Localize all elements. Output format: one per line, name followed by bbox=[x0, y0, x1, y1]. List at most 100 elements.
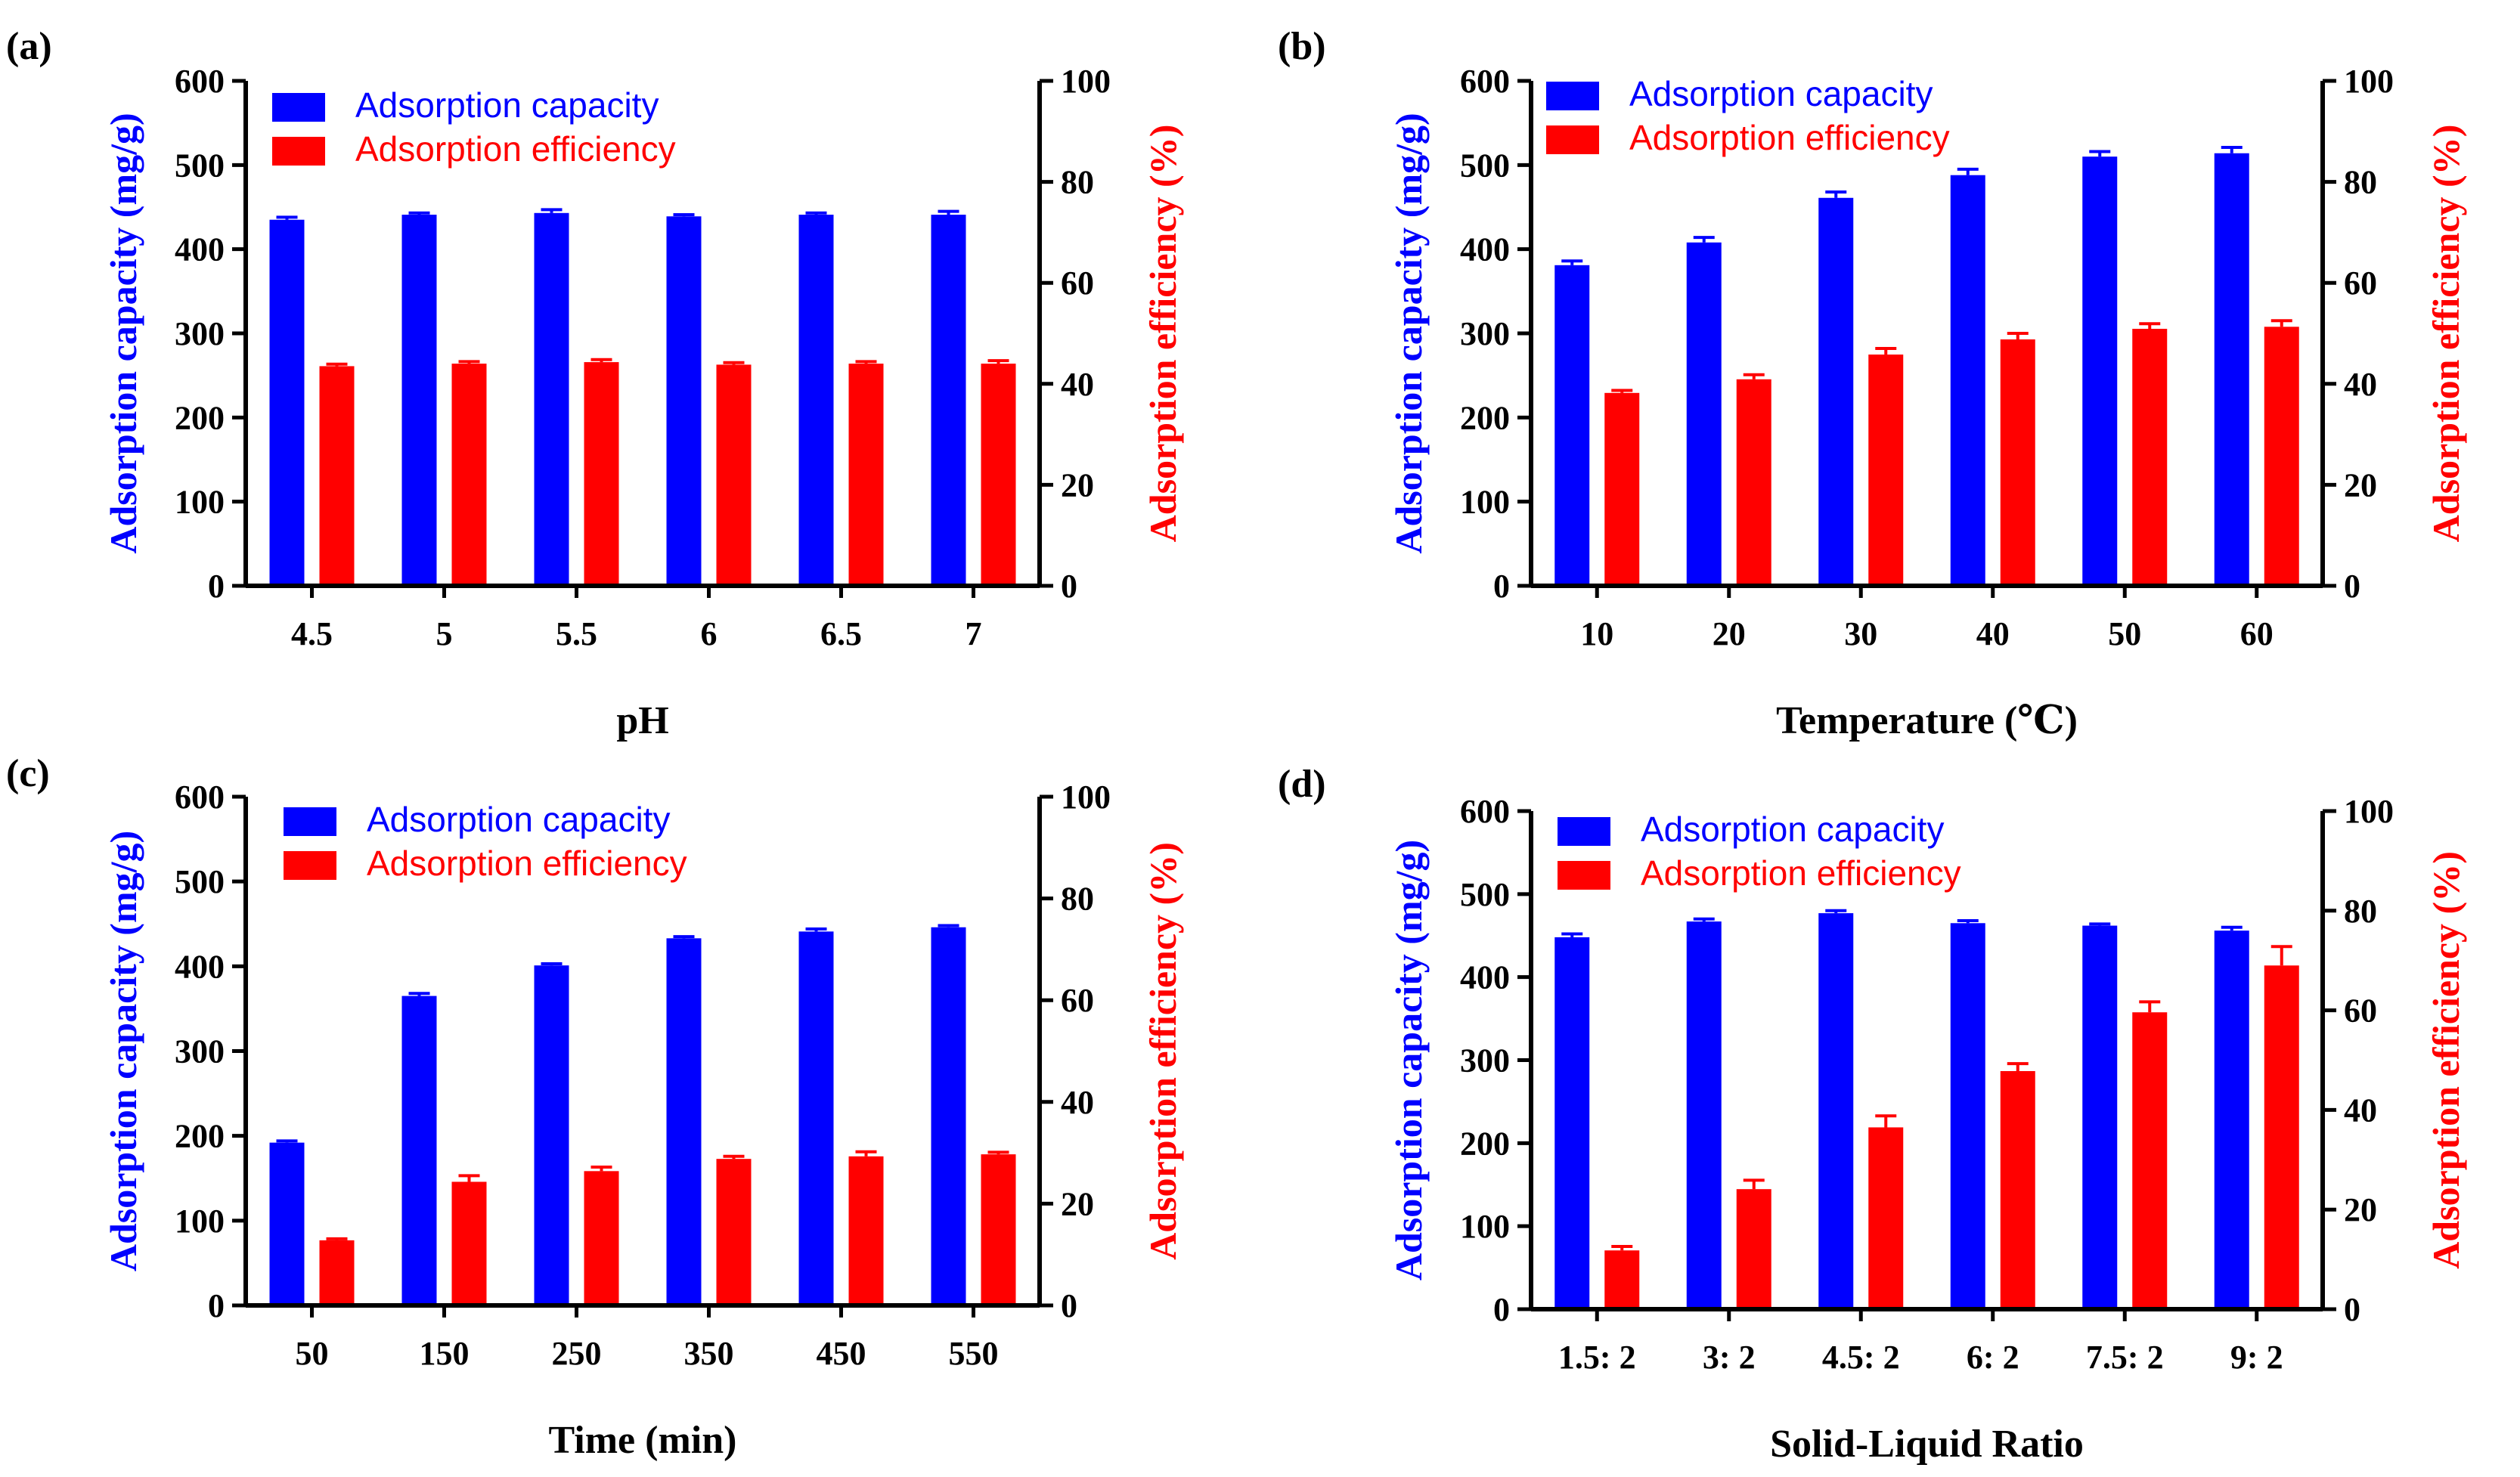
y-left-tick-label-2: 100 bbox=[175, 1203, 225, 1240]
x-axis-title: Temperature (℃) bbox=[1776, 699, 2078, 742]
y-right-tick-label-2: 20 bbox=[2344, 1191, 2377, 1228]
y-right-tick-label-6: 100 bbox=[1061, 779, 1111, 816]
legend-swatch-1 bbox=[1546, 82, 1599, 110]
bar-capacity-6 bbox=[931, 927, 966, 1305]
y-left-tick-label-7: 600 bbox=[1460, 793, 1510, 830]
x-tick-label-3: 5.5 bbox=[556, 615, 597, 652]
y-left-tick-label-4: 300 bbox=[1460, 315, 1510, 352]
y-left-tick-label-4: 300 bbox=[175, 315, 225, 352]
y-right-tick-label-3: 40 bbox=[2344, 1091, 2377, 1129]
legend-label-1: Adsorption capacity bbox=[367, 800, 670, 839]
y-left-tick-label-6: 500 bbox=[1460, 147, 1510, 184]
bar-capacity-6 bbox=[2214, 930, 2249, 1309]
y-right-tick-label-1: 0 bbox=[1061, 1287, 1077, 1324]
y-left-tick-label-7: 600 bbox=[175, 779, 225, 816]
y-right-tick-label-1: 0 bbox=[2344, 568, 2360, 605]
x-tick-label-6: 550 bbox=[949, 1335, 999, 1372]
bar-efficiency-4 bbox=[2000, 339, 2035, 586]
bar-efficiency-6 bbox=[981, 1154, 1016, 1305]
y-left-tick-label-2: 100 bbox=[1460, 484, 1510, 521]
legend-label-1: Adsorption capacity bbox=[1641, 810, 1944, 849]
y-right-tick-label-3: 40 bbox=[2344, 366, 2377, 403]
bar-efficiency-2 bbox=[1736, 1189, 1771, 1309]
y-right-tick-label-6: 100 bbox=[1061, 63, 1111, 100]
y-right-axis-title: Adsorption efficiency (%) bbox=[2425, 851, 2467, 1269]
bar-efficiency-3 bbox=[1868, 355, 1904, 586]
x-tick-label-5: 7.5: 2 bbox=[2086, 1339, 2164, 1376]
y-left-tick-label-4: 300 bbox=[175, 1033, 225, 1070]
y-left-tick-label-3: 200 bbox=[1460, 1125, 1510, 1162]
legend-label-1: Adsorption capacity bbox=[355, 85, 659, 125]
x-tick-label-2: 20 bbox=[1713, 615, 1746, 652]
y-left-tick-label-3: 200 bbox=[1460, 399, 1510, 436]
legend-label-2: Adsorption efficiency bbox=[1641, 853, 1961, 893]
bar-capacity-5 bbox=[798, 215, 834, 586]
x-tick-label-3: 4.5: 2 bbox=[1822, 1339, 1900, 1376]
bar-efficiency-2 bbox=[451, 364, 487, 586]
x-axis-title: Time (min) bbox=[549, 1419, 737, 1462]
bar-efficiency-6 bbox=[981, 364, 1016, 586]
legend-swatch-1 bbox=[1558, 817, 1610, 846]
chart-panel-4: (d)1.5: 2 3: 2 4.5: 2 6: 2 7.5: 2 9: 20100200… bbox=[1278, 763, 2467, 1466]
x-tick-label-4: 350 bbox=[684, 1335, 734, 1372]
panel-label: (b) bbox=[1278, 25, 1326, 68]
y-left-tick-label-6: 500 bbox=[1460, 876, 1510, 913]
y-left-tick-label-5: 400 bbox=[1460, 959, 1510, 996]
y-left-tick-label-3: 200 bbox=[175, 1118, 225, 1155]
x-tick-label-2: 150 bbox=[420, 1335, 470, 1372]
bar-capacity-2 bbox=[401, 996, 437, 1305]
legend-swatch-2 bbox=[272, 137, 325, 166]
legend-swatch-2 bbox=[1546, 125, 1599, 154]
x-tick-label-4: 6 bbox=[701, 615, 718, 652]
y-left-axis-title: Adsorption capacity (mg/g) bbox=[1387, 840, 1430, 1280]
panel-label: (c) bbox=[6, 752, 50, 795]
bar-efficiency-5 bbox=[848, 1156, 884, 1305]
y-right-tick-label-3: 40 bbox=[1061, 1084, 1094, 1121]
legend-swatch-1 bbox=[272, 93, 325, 122]
y-left-tick-label-4: 300 bbox=[1460, 1042, 1510, 1079]
x-tick-label-5: 50 bbox=[2108, 615, 2141, 652]
y-right-axis-title: Adsorption efficiency (%) bbox=[2425, 125, 2467, 543]
bar-capacity-6 bbox=[931, 215, 966, 586]
x-tick-label-4: 40 bbox=[1976, 615, 2010, 652]
bar-capacity-4 bbox=[666, 938, 702, 1305]
panel-label: (d) bbox=[1278, 763, 1326, 806]
x-tick-label-5: 6.5 bbox=[820, 615, 862, 652]
bar-efficiency-1 bbox=[319, 1240, 355, 1305]
bar-capacity-6 bbox=[2214, 153, 2249, 586]
bar-capacity-3 bbox=[1818, 913, 1854, 1309]
bar-efficiency-2 bbox=[1736, 379, 1771, 586]
x-tick-label-1: 10 bbox=[1580, 615, 1613, 652]
bar-efficiency-4 bbox=[716, 364, 752, 586]
y-right-tick-label-3: 40 bbox=[1061, 366, 1094, 403]
x-tick-label-6: 9: 2 bbox=[2230, 1339, 2283, 1376]
y-left-tick-label-7: 600 bbox=[1460, 63, 1510, 100]
bar-efficiency-4 bbox=[716, 1159, 752, 1305]
x-tick-label-4: 6: 2 bbox=[1967, 1339, 2019, 1376]
legend-label-2: Adsorption efficiency bbox=[1629, 118, 1950, 157]
bar-capacity-4 bbox=[1950, 923, 1985, 1309]
x-axis-title: pH bbox=[616, 699, 668, 742]
y-right-tick-label-2: 20 bbox=[2344, 466, 2377, 503]
bar-efficiency-4 bbox=[2000, 1070, 2035, 1309]
y-right-tick-label-2: 20 bbox=[1061, 1185, 1094, 1222]
y-right-axis-title: Adsorption efficiency (%) bbox=[1142, 125, 1184, 543]
x-tick-label-5: 450 bbox=[817, 1335, 866, 1372]
y-left-tick-label-1: 0 bbox=[208, 568, 225, 605]
y-left-axis-title: Adsorption capacity (mg/g) bbox=[102, 113, 144, 553]
y-right-tick-label-6: 100 bbox=[2344, 793, 2394, 830]
y-left-axis-title: Adsorption capacity (mg/g) bbox=[102, 831, 144, 1271]
bar-capacity-5 bbox=[2082, 925, 2118, 1309]
x-tick-label-1: 4.5 bbox=[291, 615, 333, 652]
chart-panel-1: (a) 4.5 5 5.5 6 6.5 7 0 100 200 300 400 500 600 0 20 40 6… bbox=[6, 25, 1184, 742]
y-left-tick-label-5: 400 bbox=[1460, 231, 1510, 268]
bar-capacity-1 bbox=[1554, 265, 1590, 586]
x-tick-label-1: 1.5: 2 bbox=[1558, 1339, 1636, 1376]
legend-swatch-2 bbox=[284, 851, 336, 880]
y-left-tick-label-5: 400 bbox=[175, 948, 225, 985]
x-tick-label-2: 3: 2 bbox=[1703, 1339, 1756, 1376]
bar-capacity-1 bbox=[269, 1142, 305, 1305]
bar-capacity-5 bbox=[2082, 156, 2118, 586]
legend-label-1: Adsorption capacity bbox=[1629, 74, 1933, 113]
